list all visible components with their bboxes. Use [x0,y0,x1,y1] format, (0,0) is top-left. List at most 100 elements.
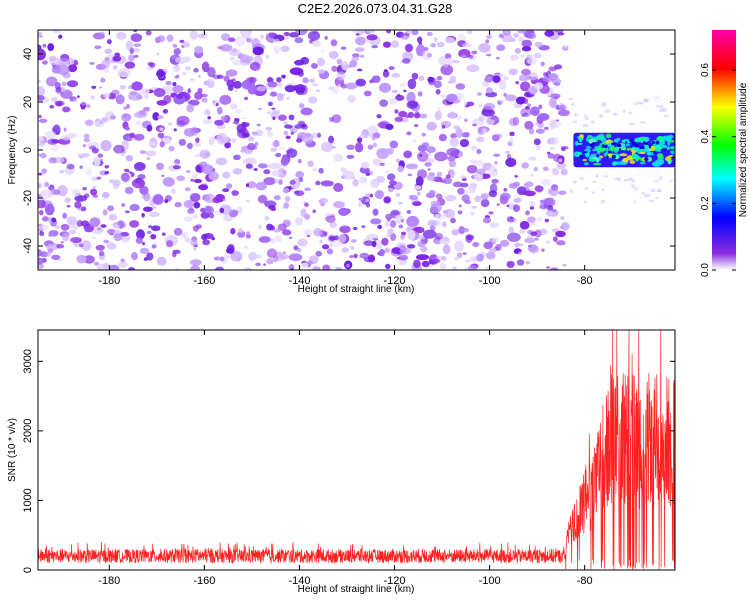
spectrogram-cell [457,210,463,215]
spectrogram-cell [238,228,244,233]
spectrogram-cell [252,46,264,56]
spectrogram-cell [537,113,550,121]
spectrogram-cell [406,209,412,214]
spectrogram-cell [74,201,82,209]
spectrogram-cell [193,68,199,73]
spectrogram-cell [197,75,201,78]
spectrogram-cell [358,201,363,208]
spectrogram-cell [201,61,210,73]
spectrogram-cell [214,119,224,126]
spectrogram-cell [506,153,512,160]
spectrogram-cell [445,174,451,179]
spectrogram-cell [461,227,470,233]
spectrogram-cell [201,97,208,103]
spectrogram-cell [417,144,427,152]
spectrogram-cell [389,220,397,228]
spectrogram-cell [417,91,423,97]
y-tick-label: 1000 [22,488,34,512]
y-tick-label: 0 [22,567,34,573]
spectrogram-cell [323,231,328,236]
spectrogram-cell [123,168,130,172]
spectrogram-cell [116,32,127,40]
spectrogram-cell [48,233,54,237]
spectrogram-cell [150,141,156,146]
spectrogram-cell [517,36,525,42]
spectrogram-cell [367,144,374,150]
spectrogram-cell [424,162,432,167]
spectrogram-cell [505,157,517,167]
spectrogram-cell [176,175,186,182]
spectrogram-cell [248,251,257,261]
spectrogram-cell [38,183,42,189]
spectrogram-cell [382,41,391,48]
spectrogram-cell [561,147,566,152]
spectrogram-cell [541,248,545,252]
spectrogram-cell [266,130,274,138]
spectrogram-cell [487,170,499,177]
spectrogram-cell [391,247,402,255]
spectrogram-cell [293,245,299,251]
spectrogram-cell [102,92,111,98]
spectrogram-cell [622,178,629,182]
spectrogram-cell [130,33,143,43]
spectrogram-cell [458,204,462,208]
spectrogram-cell [50,96,58,102]
y-tick-label: -40 [22,238,34,254]
spectrogram-cell [289,267,295,270]
spectrogram-cell [60,87,66,93]
spectrogram-cell [255,262,261,267]
spectrogram-cell [667,159,672,165]
spectrogram-cell [527,235,534,239]
spectrogram-cell [311,40,322,47]
spectrogram-cell [128,266,136,270]
spectrogram-cell [540,61,545,67]
spectrogram-cell [476,136,485,143]
spectrogram-cell [38,31,43,37]
spectrogram-cell [500,192,511,201]
spectrogram-cell [167,122,173,126]
spectrogram-cell [648,199,655,203]
spectrogram-cell [288,114,295,121]
spectrogram-cell [242,160,247,164]
spectrogram-cell [568,97,575,100]
spectrogram-cell [414,124,419,127]
spectrogram-cell [659,159,665,165]
spectrogram-cell [318,167,324,174]
spectrogram-cell [230,103,238,110]
spectrogram-cell [170,188,176,194]
spectrogram-cell [161,232,166,236]
spectrogram-cell [234,109,242,114]
spectrogram-cell [270,147,278,152]
spectrogram-y-label: Frequency (Hz) [7,116,18,185]
spectrogram-cell [595,174,599,178]
spectrogram-cell [592,180,597,184]
spectrogram-cell [384,220,390,227]
spectrogram-cell [412,139,416,143]
colorbar-ticks: 0.0 0.2 0.4 0.6 [700,63,736,277]
spectrogram-cell [550,267,559,270]
spectrogram-cell [648,145,652,149]
spectrogram-cell [79,243,84,248]
spectrogram-cell [38,95,45,101]
spectrogram-cell [133,48,141,53]
spectrogram-cell [102,209,108,216]
spectrogram-cell [488,211,494,215]
spectrogram-cell [278,179,283,185]
spectrogram-cell [672,155,675,159]
spectrogram-cell [352,226,358,231]
spectrogram-cell [371,136,376,141]
spectrogram-cell [597,135,605,138]
spectrogram-cell [457,187,465,195]
spectrogram-cell [654,96,661,99]
spectrogram-cell [379,99,389,107]
spectrogram-cell [406,215,420,228]
spectrogram-cell [471,50,478,55]
spectrogram-cell [300,107,313,116]
spectrogram-cell [40,189,53,199]
spectrogram-cell [277,114,287,121]
spectrogram-cell [555,119,560,122]
spectrogram-cell [383,196,391,204]
spectrogram-cell [131,81,143,91]
spectrogram-cell [406,91,416,104]
spectrogram-cell [212,197,221,204]
